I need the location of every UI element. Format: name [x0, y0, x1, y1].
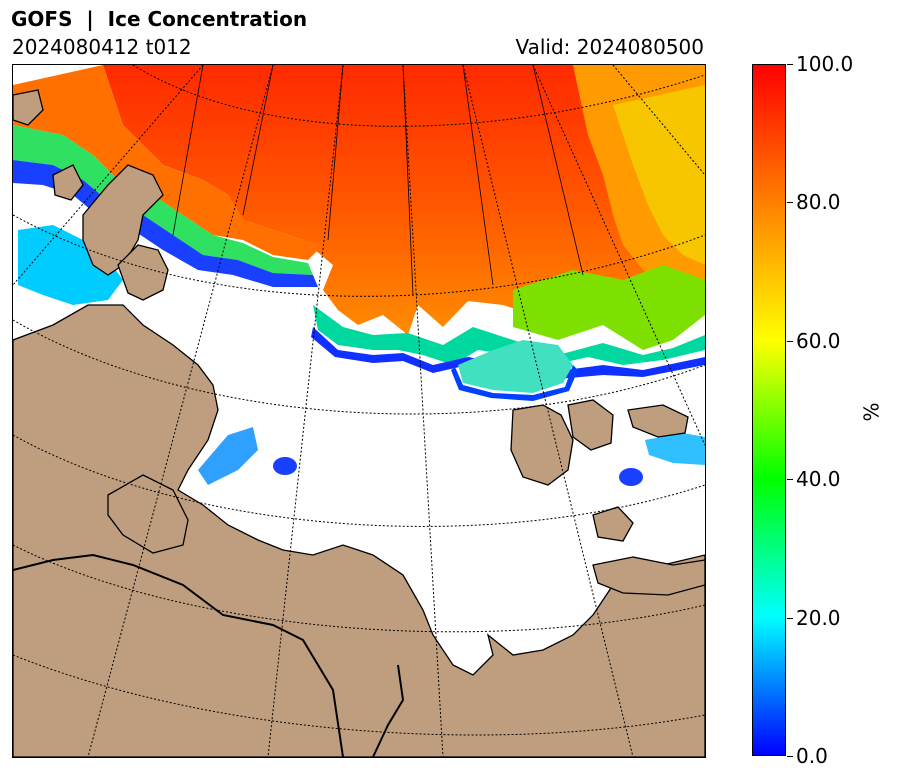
colorbar-unit-label: %: [859, 402, 884, 422]
rivers: [13, 553, 405, 757]
colorbar-tick-label: 20.0: [796, 605, 841, 630]
init-time-label: 2024080412 t012: [12, 35, 192, 59]
colorbar-tick-label: 0.0: [796, 744, 828, 768]
colorbar-tick-mark: [787, 340, 793, 342]
ice-patch-small-1: [273, 457, 297, 475]
land-svalbard: [510, 404, 574, 486]
ice-tongue-edge: [451, 365, 578, 401]
ice-tongue-cyan: [458, 340, 573, 393]
graticule-meridians: [13, 65, 705, 757]
colorbar-tick-mark: [787, 479, 793, 481]
marginal-ice-edge: [311, 327, 705, 379]
river-south: [372, 664, 405, 757]
colorbar-tick-label: 100.0: [796, 52, 854, 76]
graticule-solid: [172, 65, 584, 296]
colorbar-tick-mark: [787, 617, 793, 619]
ice-west-cyan-patch: [18, 225, 123, 305]
ice-west-blue-edge: [13, 160, 318, 287]
land-island-nw-4: [13, 89, 44, 126]
graticule-parallels: [13, 65, 705, 736]
colorbar-tick-mark: [787, 202, 793, 204]
land-island-east-2: [627, 404, 689, 438]
ice-patch-green-right: [513, 265, 705, 350]
colorbar-tick-label: 80.0: [796, 190, 841, 215]
colorbar-tick-mark: [787, 64, 793, 65]
ice-patch-kara: [645, 433, 705, 465]
colorbar-tick-label: 40.0: [796, 467, 841, 492]
land-island-nw-1: [82, 164, 164, 276]
land-island-east-4: [592, 556, 705, 596]
marginal-ice-zone: [313, 305, 705, 365]
ice-patch-small-2: [619, 468, 643, 486]
ice-pack-moderate-right: [613, 85, 705, 265]
land-taymyr: [107, 474, 189, 554]
ice-west-margin: [13, 65, 323, 260]
ice-patch-laptev: [198, 427, 258, 485]
ice-pack-core: [103, 65, 705, 335]
land-island-nw-3: [52, 164, 84, 201]
map-canvas: [13, 65, 705, 757]
land-masses: [13, 89, 705, 757]
colorbar-tick-mark: [787, 756, 793, 757]
colorbar: [752, 64, 786, 756]
ice-west-green: [13, 125, 313, 275]
plot-title: GOFS | Ice Concentration: [11, 7, 308, 31]
land-island-nw-2: [117, 244, 169, 301]
ice-concentration-map: [12, 64, 706, 758]
river-west: [13, 553, 344, 757]
colorbar-tick-label: 60.0: [796, 328, 841, 353]
land-island-east-1: [567, 399, 614, 451]
valid-time-label: Valid: 2024080500: [515, 35, 704, 59]
